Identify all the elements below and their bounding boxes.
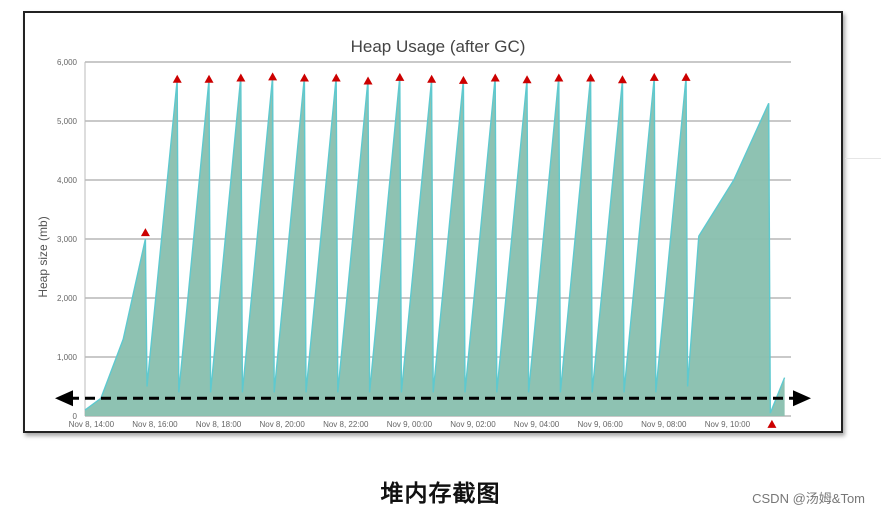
baseline-arrow — [55, 390, 811, 407]
x-tick-label: Nov 8, 22:00 — [323, 420, 369, 429]
y-axis-ticks: 0 1,000 2,000 3,000 4,000 5,000 6,000 — [57, 58, 78, 421]
series-area — [84, 76, 786, 417]
gc-marker — [649, 72, 659, 81]
y-tick-label: 2,000 — [57, 294, 78, 303]
y-tick-label: 4,000 — [57, 176, 78, 185]
gc-marker — [458, 75, 468, 84]
chart-frame: Heap Usage (after GC) Heap size (mb) 0 1,… — [23, 11, 843, 433]
gc-marker — [490, 73, 500, 82]
gc-marker — [681, 72, 691, 81]
x-tick-label: Nov 8, 14:00 — [69, 420, 115, 429]
y-axis-label: Heap size (mb) — [36, 216, 50, 297]
divider-line — [845, 158, 881, 159]
gc-marker — [554, 73, 564, 82]
gc-marker — [363, 76, 373, 85]
gc-marker — [140, 228, 150, 237]
gc-marker — [586, 73, 596, 82]
gc-markers — [140, 72, 777, 428]
watermark: CSDN @汤姆&Tom — [752, 491, 865, 506]
y-tick-label: 1,000 — [57, 353, 78, 362]
x-tick-label: Nov 9, 02:00 — [450, 420, 496, 429]
x-axis-ticks: Nov 8, 14:00 Nov 8, 16:00 Nov 8, 18:00 Nov … — [69, 420, 751, 429]
figure-caption: 堆内存截图 — [380, 480, 501, 506]
y-tick-label: 5,000 — [57, 117, 78, 126]
gc-marker — [767, 419, 777, 428]
gc-marker — [427, 74, 437, 83]
gc-marker — [236, 73, 246, 82]
x-tick-label: Nov 8, 16:00 — [132, 420, 178, 429]
x-tick-label: Nov 8, 20:00 — [259, 420, 305, 429]
gc-marker — [172, 74, 182, 83]
series-area-fill — [85, 76, 785, 417]
arrow-head-left — [55, 390, 73, 407]
arrow-head-right — [793, 390, 811, 407]
gc-marker — [331, 73, 341, 82]
x-tick-label: Nov 9, 04:00 — [514, 420, 560, 429]
x-tick-label: Nov 9, 08:00 — [641, 420, 687, 429]
x-tick-label: Nov 9, 00:00 — [387, 420, 433, 429]
y-tick-label: 3,000 — [57, 235, 78, 244]
gc-marker — [268, 72, 278, 81]
y-tick-label: 6,000 — [57, 58, 78, 67]
gc-marker — [204, 74, 214, 83]
chart-title: Heap Usage (after GC) — [351, 37, 526, 56]
y-tick-label: 0 — [73, 412, 78, 421]
heap-usage-chart: Heap Usage (after GC) Heap size (mb) 0 1,… — [36, 37, 811, 429]
x-tick-label: Nov 8, 18:00 — [196, 420, 242, 429]
gc-marker — [617, 75, 627, 84]
series-line — [84, 76, 786, 414]
x-tick-label: Nov 9, 10:00 — [705, 420, 751, 429]
gc-marker — [395, 72, 405, 81]
gc-marker — [299, 73, 309, 82]
gc-marker — [522, 75, 532, 84]
x-tick-label: Nov 9, 06:00 — [578, 420, 624, 429]
